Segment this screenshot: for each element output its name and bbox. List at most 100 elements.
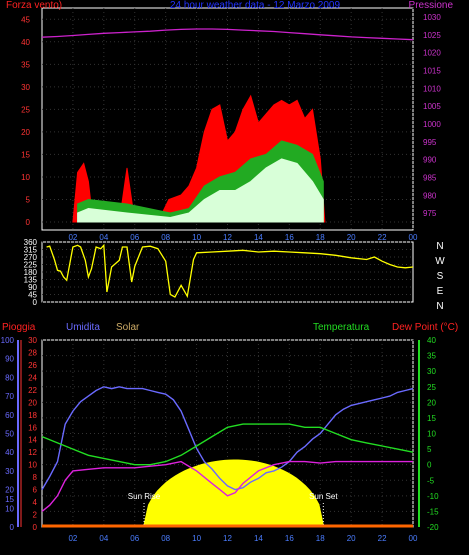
right-tick-label: 995 [423,138,437,147]
right-tick-label: 1005 [423,102,441,111]
temp-tick-label: 0 [427,461,432,470]
right-tick-label: 1015 [423,66,441,75]
x-tick-label: 12 [223,534,232,543]
temp-tick-label: 40 [427,336,436,345]
right-tick-label: 990 [423,156,437,165]
series-line-umidita [41,386,414,491]
direction-tick-label: 45 [28,291,37,300]
temp-tick-label: 35 [427,352,436,361]
humidity-tick-label: 10 [5,504,14,513]
solar-radiation-area [143,459,324,526]
x-tick-label: 08 [161,534,170,543]
humidity-tick-label: 90 [5,355,14,364]
temp-tick-label: -15 [427,507,439,516]
compass-label: E [437,286,444,297]
x-tick-label: 22 [378,534,387,543]
x-tick-label: 06 [130,233,139,242]
left-tick-label: 20 [21,128,30,137]
rain-tick-label: 12 [28,448,37,457]
x-tick-label: 08 [161,233,170,242]
humidity-tick-label: 50 [5,430,14,439]
direction-tick-label: 360 [24,238,38,247]
x-tick-label: 20 [347,233,356,242]
series-line-dew-point [41,460,413,512]
right-tick-label: 980 [423,191,437,200]
humidity-tick-label: 60 [5,411,14,420]
sunset-annotation: Sun Set [309,492,338,501]
x-tick-label: 18 [316,534,325,543]
x-tick-label: 02 [68,534,77,543]
x-tick-label: 02 [68,233,77,242]
right-tick-label: 1000 [423,120,441,129]
series-line-pressione [41,28,414,41]
right-axis-title: Pressione [409,0,454,11]
left-tick-label: 30 [21,83,30,92]
left-tick-label: 35 [21,60,30,69]
rain-tick-label: 16 [28,423,37,432]
temp-tick-label: 25 [427,383,436,392]
x-tick-label: 04 [99,233,108,242]
temp-tick-label: 30 [427,367,436,376]
rain-tick-label: 8 [33,473,38,482]
x-tick-label: 20 [347,534,356,543]
left-axis-title: Forza vento) [6,0,62,11]
x-tick-label: 00 [409,233,418,242]
wind-pressure-chart: 02 04 06 08 10 12 14 16 18 20 22 000510152025303540… [6,0,453,242]
rain-tick-label: 4 [33,498,38,507]
humidity-tick-label: 100 [1,336,15,345]
rain-tick-label: 6 [33,486,38,495]
rain-tick-label: 0 [33,523,38,532]
right-tick-label: 1025 [423,31,441,40]
temp-tick-label: -20 [427,523,439,532]
direction-tick-label: 180 [24,268,38,277]
rain-tick-label: 26 [28,361,37,370]
humidity-temperature-chart: 02 04 06 08 10 12 14 16 18 20 22 00-20-15-10-505101… [1,322,459,543]
humidity-tick-label: 15 [5,495,14,504]
x-tick-label: 14 [254,233,263,242]
left-tick-label: 10 [21,173,30,182]
x-tick-label: 16 [285,233,294,242]
temp-tick-label: 20 [427,398,436,407]
humidity-tick-label: 20 [5,486,14,495]
left-tick-label: 5 [26,195,31,204]
direction-tick-label: 0 [33,298,38,307]
series-line-direzione [46,243,414,299]
right-tick-label: 985 [423,173,437,182]
left-tick-label: 15 [21,150,30,159]
x-tick-label: 22 [378,233,387,242]
humidity-tick-label: 80 [5,373,14,382]
x-tick-label: 18 [316,233,325,242]
x-tick-label: 04 [99,534,108,543]
rain-tick-label: 24 [28,373,37,382]
right-tick-label: 1010 [423,84,441,93]
rain-tick-label: 10 [28,461,37,470]
umidita-label: Umidita [66,322,100,333]
rain-tick-label: 28 [28,348,37,357]
rain-tick-label: 20 [28,398,37,407]
right-tick-label: 1030 [423,13,441,22]
direction-tick-label: 225 [24,261,38,270]
right-tick-label: 1020 [423,49,441,58]
pioggia-label: Pioggia [2,322,36,333]
dewpoint-label: Dew Point (°C) [392,322,458,333]
series-area-3 [77,158,324,223]
rain-tick-label: 18 [28,411,37,420]
temp-tick-label: 10 [427,430,436,439]
x-tick-label: 00 [409,534,418,543]
x-tick-label: 06 [130,534,139,543]
rain-tick-label: 14 [28,436,37,445]
humidity-tick-label: 30 [5,467,14,476]
compass-label: W [435,256,445,267]
left-tick-label: 0 [26,218,31,227]
rain-tick-label: 30 [28,336,37,345]
sunrise-annotation: Sun Rise [128,492,161,501]
x-tick-label: 12 [223,233,232,242]
humidity-tick-label: 0 [10,523,15,532]
compass-label: S [437,271,444,282]
temp-tick-label: 5 [427,445,432,454]
left-tick-label: 40 [21,38,30,47]
humidity-tick-label: 40 [5,448,14,457]
direction-tick-label: 270 [24,253,38,262]
